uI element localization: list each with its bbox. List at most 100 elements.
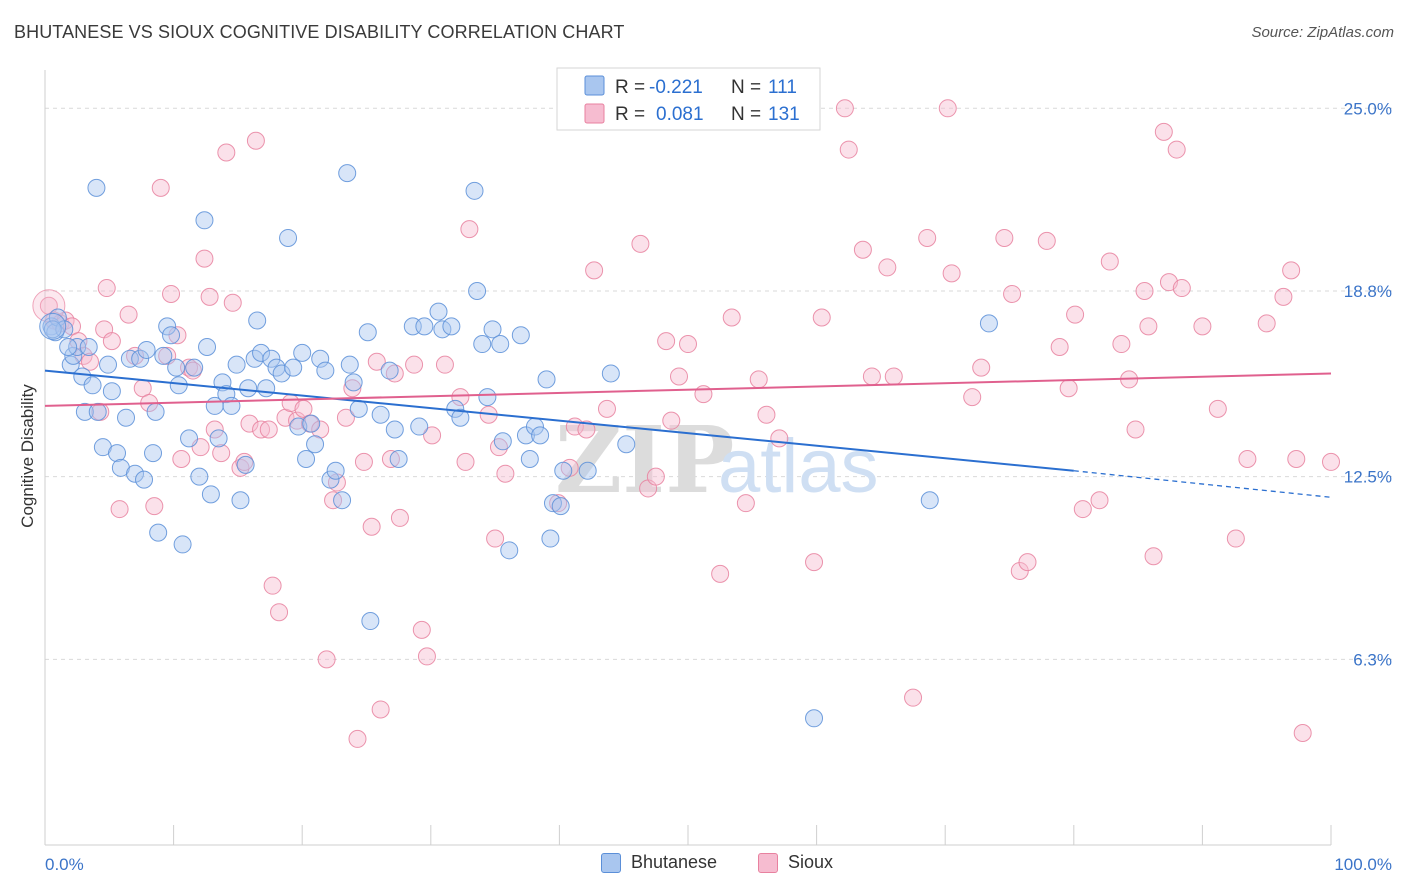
bhutanese-point xyxy=(190,467,209,486)
sioux-point xyxy=(835,99,854,118)
bhutanese-point xyxy=(415,317,434,336)
y-tick-label: 6.3% xyxy=(1353,650,1392,669)
bhutanese-trend-extension xyxy=(1073,470,1332,498)
sioux-point xyxy=(662,411,681,430)
sioux-point xyxy=(722,308,741,327)
sioux-point xyxy=(367,352,386,371)
bhutanese-point xyxy=(83,376,102,395)
sioux-point xyxy=(1154,122,1173,141)
sioux-point xyxy=(162,284,181,303)
sioux-point xyxy=(172,449,191,468)
x-tick-label: 0.0% xyxy=(45,855,84,874)
sioux-point xyxy=(657,332,676,351)
sioux-point xyxy=(240,414,259,433)
y-tick-label: 12.5% xyxy=(1344,468,1392,487)
bhutanese-point xyxy=(279,228,298,247)
sioux-point xyxy=(1073,500,1092,519)
sioux-point xyxy=(456,452,475,471)
bhutanese-point xyxy=(389,449,408,468)
legend-swatch-sioux xyxy=(584,103,605,124)
bhutanese-point xyxy=(167,358,186,377)
sioux-point xyxy=(362,517,381,536)
bhutanese-point xyxy=(302,414,321,433)
sioux-point xyxy=(423,426,442,445)
sioux-point xyxy=(1282,261,1301,280)
sioux-point xyxy=(1274,287,1293,306)
legend-n-label-1: N = xyxy=(731,77,761,98)
sioux-point xyxy=(669,367,688,386)
sioux-point xyxy=(1167,140,1186,159)
axes xyxy=(44,70,1332,846)
y-tick-label: 25.0% xyxy=(1344,99,1392,118)
bhutanese-point xyxy=(144,444,163,463)
legend-item-bhutanese[interactable]: Bhutanese xyxy=(601,852,717,873)
bhutanese-point xyxy=(75,402,94,421)
bhutanese-point xyxy=(805,709,824,728)
sioux-point xyxy=(151,178,170,197)
bhutanese-point xyxy=(149,523,168,542)
bhutanese-point xyxy=(465,181,484,200)
sioux-point xyxy=(390,508,409,527)
sioux-point xyxy=(549,494,568,513)
sioux-point xyxy=(371,700,390,719)
sioux-point xyxy=(435,355,454,374)
sioux-point xyxy=(486,529,505,548)
sioux-point xyxy=(736,494,755,513)
bhutanese-point xyxy=(198,337,217,356)
series-legend: Bhutanese Sioux xyxy=(0,848,1406,880)
sioux-point xyxy=(270,603,289,622)
bhutanese-point xyxy=(531,426,550,445)
bhutanese-point xyxy=(979,314,998,333)
sioux-point xyxy=(223,293,242,312)
bhutanese-point xyxy=(601,364,620,383)
sioux-point xyxy=(1050,337,1069,356)
bhutanese-point xyxy=(126,464,145,483)
bhutanese-point xyxy=(154,346,173,365)
bhutanese-point xyxy=(333,491,352,510)
bhutanese-point xyxy=(297,449,316,468)
sioux-point xyxy=(1172,279,1191,298)
sioux-point xyxy=(217,143,236,162)
bhutanese-point xyxy=(131,349,150,368)
bhutanese-point xyxy=(311,349,330,368)
sioux-point xyxy=(348,729,367,748)
sioux-point xyxy=(1208,399,1227,418)
sioux-point xyxy=(963,388,982,407)
y-axis-title: Cognitive Disability xyxy=(18,384,37,528)
sioux-point xyxy=(1287,449,1306,468)
bhutanese-point xyxy=(222,396,241,415)
sioux-point xyxy=(252,420,271,439)
bhutanese-point-cluster xyxy=(39,312,67,340)
bhutanese-point xyxy=(380,361,399,380)
bhutanese-point xyxy=(410,417,429,436)
sioux-point xyxy=(995,228,1014,247)
sioux-point xyxy=(1066,305,1085,324)
sioux-point xyxy=(862,367,881,386)
sioux-point xyxy=(1257,314,1276,333)
bhutanese-point xyxy=(284,358,303,377)
bhutanese-point xyxy=(180,429,199,448)
bhutanese-point xyxy=(88,402,107,421)
bhutanese-swatch xyxy=(601,852,621,873)
sioux-point xyxy=(354,452,373,471)
sioux-point xyxy=(417,647,436,666)
legend-item-sioux[interactable]: Sioux xyxy=(758,852,833,873)
bhutanese-point xyxy=(248,311,267,330)
sioux-point xyxy=(904,688,923,707)
bhutanese-point xyxy=(442,317,461,336)
chart-source: Source: ZipAtlas.com xyxy=(1251,24,1394,41)
sioux-point xyxy=(1322,452,1340,471)
bhutanese-trend-line xyxy=(44,369,1074,472)
bhutanese-point xyxy=(293,343,312,362)
sioux-point xyxy=(110,500,129,519)
sioux-point xyxy=(1059,379,1078,398)
bhutanese-point xyxy=(209,429,228,448)
sioux-trend-line xyxy=(44,372,1332,407)
legend-n-value-2: 131 xyxy=(768,104,800,125)
bhutanese-point xyxy=(511,326,530,345)
sioux-point xyxy=(1193,317,1212,336)
bhutanese-point xyxy=(473,335,492,354)
bhutanese-point xyxy=(316,361,335,380)
bhutanese-point xyxy=(554,461,573,480)
